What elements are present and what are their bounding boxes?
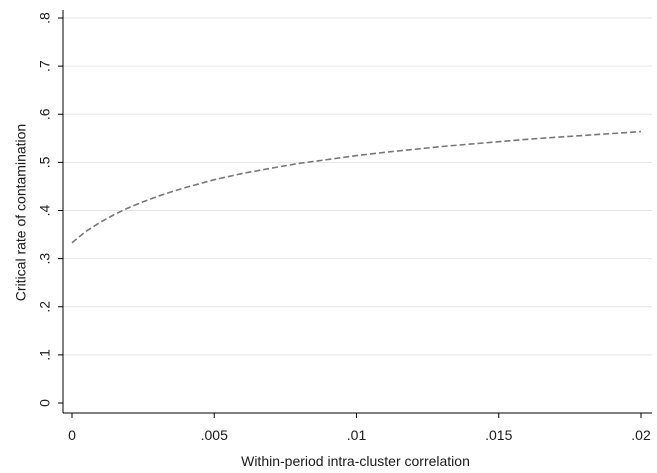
- y-tick-label-2: .2: [37, 301, 53, 313]
- x-axis-title: Within-period intra-cluster correlation: [241, 453, 470, 469]
- x-tick-label-1: .005: [201, 427, 228, 443]
- y-tick-label-3: .3: [37, 253, 53, 265]
- y-tick-label-8: .8: [37, 12, 53, 24]
- y-tick-label-4: .4: [37, 204, 53, 216]
- series-line-0: [71, 130, 642, 244]
- axes: [62, 10, 652, 414]
- grid-lines: [63, 17, 652, 356]
- x-tick-label-4: .02: [631, 427, 651, 443]
- y-tick-label-1: .1: [37, 349, 53, 361]
- x-tick-label-2: .01: [347, 427, 367, 443]
- x-tick-label-3: .015: [485, 427, 512, 443]
- x-tick-label-0: 0: [68, 427, 76, 443]
- y-tick-label-0: 0: [37, 399, 53, 407]
- y-tick-label-7: .7: [37, 60, 53, 72]
- y-tick-label-5: .5: [37, 156, 53, 168]
- y-tick-label-6: .6: [37, 108, 53, 120]
- x-axis-ticks: 0 .005 .01 .015 .02: [68, 413, 651, 443]
- series-layer: [71, 130, 642, 244]
- y-axis-title: Critical rate of contamination: [13, 124, 29, 301]
- y-axis-ticks: 0 .1 .2 .3 .4 .5 .6 .7 .8: [37, 12, 63, 407]
